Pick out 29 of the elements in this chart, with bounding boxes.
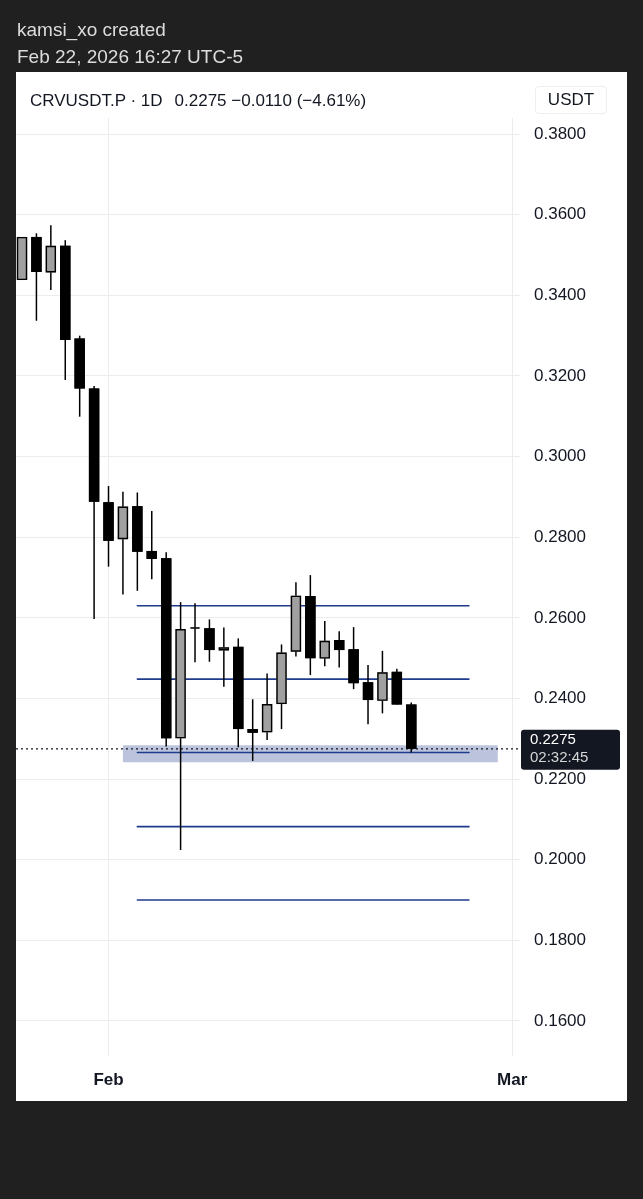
candlestick: [146, 510, 157, 580]
candlestick: [247, 698, 258, 762]
y-tick-label: 0.2200: [534, 768, 586, 788]
y-tick-label: 0.2600: [534, 607, 586, 627]
y-tick-label: 0.3600: [534, 204, 586, 224]
y-tick-label: 0.3800: [534, 123, 586, 143]
y-tick-label: 0.2800: [534, 526, 586, 546]
y-tick-label: 0.1800: [534, 930, 586, 949]
y-tick-label: 0.3200: [534, 365, 586, 385]
candlestick: [204, 618, 215, 663]
candlestick: [218, 626, 230, 688]
y-tick-label: 0.3400: [534, 285, 586, 305]
y-axis-title: USDT: [535, 86, 607, 114]
candlestick: [319, 620, 330, 667]
candlestick: [334, 630, 345, 669]
chart-subtitle: 0.2275 −0.0110 (−4.61%): [174, 91, 367, 110]
x-tick-label: Feb: [93, 1069, 124, 1089]
y-tick-label: 0.2000: [534, 849, 586, 869]
text: 02:32:45: [530, 747, 589, 765]
ref-line-label: 0.2275: [530, 729, 576, 747]
y-tick-label: 0.1600: [534, 1010, 586, 1030]
candlestick: [189, 602, 201, 663]
text: kamsi_xo created: [17, 18, 167, 43]
x-tick-label: Mar: [497, 1069, 528, 1089]
candlestick: [362, 664, 374, 725]
text: Feb 22, 2026 16:27 UTC-5: [17, 45, 244, 69]
chart-title: CRVUSDT.P · 1D: [30, 91, 163, 110]
y-tick-label: 0.2400: [534, 688, 586, 708]
y-tick-label: 0.3000: [534, 446, 586, 466]
